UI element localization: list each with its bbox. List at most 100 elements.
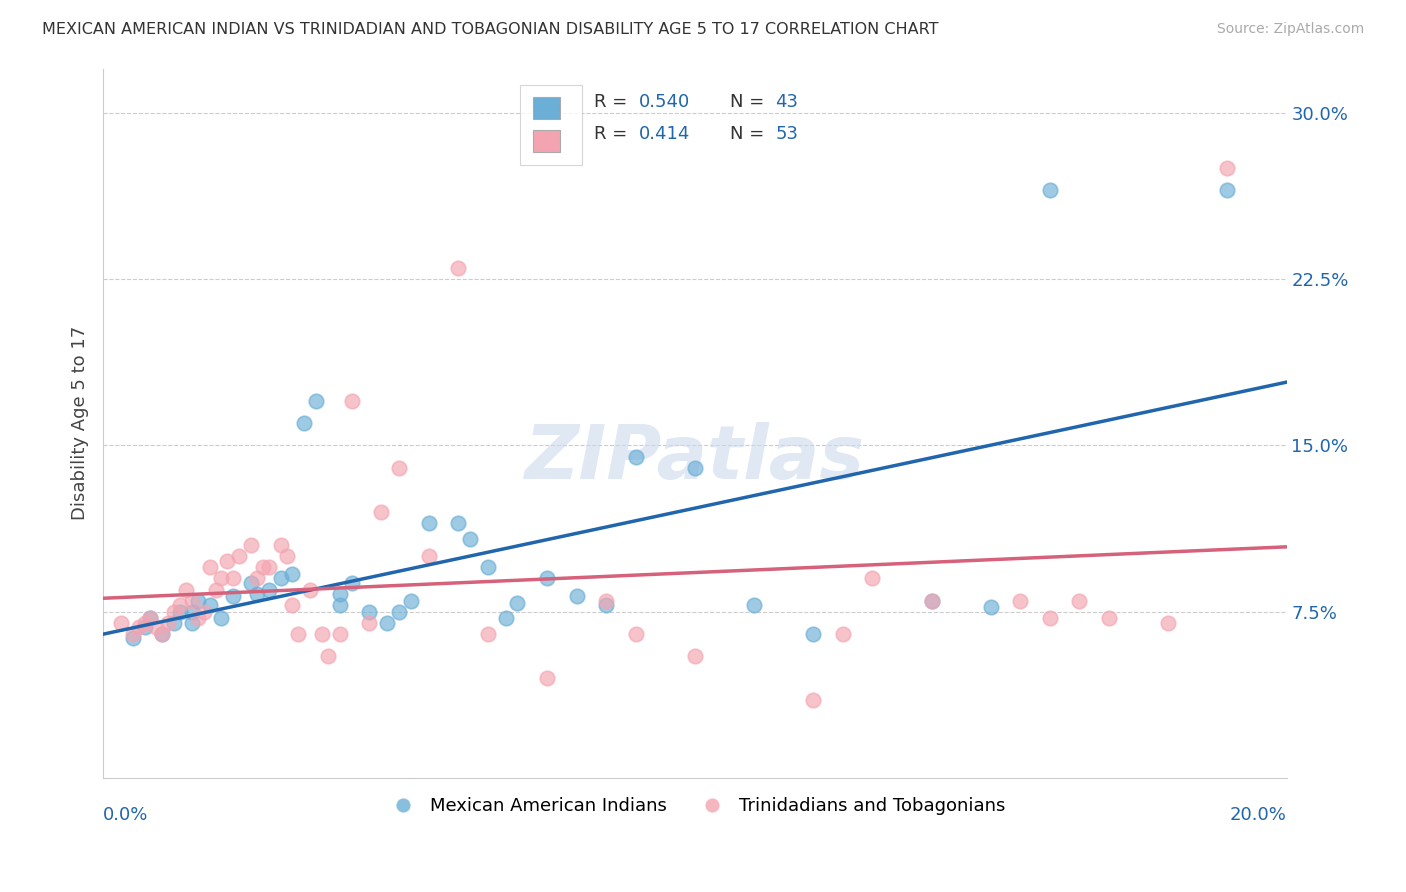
Point	[174, 582, 197, 597]
Point	[287, 627, 309, 641]
Point	[257, 582, 280, 597]
Point	[370, 505, 392, 519]
Point	[1157, 615, 1180, 630]
Point	[134, 620, 156, 634]
Point	[180, 615, 202, 630]
Point	[316, 648, 339, 663]
Point	[447, 261, 470, 276]
Point	[222, 572, 245, 586]
Point	[246, 572, 269, 586]
Text: ZIPatlas: ZIPatlas	[524, 422, 865, 495]
Point	[169, 598, 191, 612]
Point	[211, 611, 233, 625]
Point	[399, 593, 422, 607]
Point	[329, 598, 352, 612]
Text: R =: R =	[595, 125, 633, 144]
Point	[375, 615, 398, 630]
Point	[257, 560, 280, 574]
Point	[163, 615, 186, 630]
Point	[110, 615, 132, 630]
Point	[299, 582, 322, 597]
Point	[204, 582, 226, 597]
Point	[134, 615, 156, 630]
Point	[329, 627, 352, 641]
Point	[145, 620, 167, 634]
Point	[270, 572, 292, 586]
Text: 0.540: 0.540	[640, 94, 690, 112]
Text: 53: 53	[775, 125, 799, 144]
Point	[169, 605, 191, 619]
Point	[311, 627, 333, 641]
Point	[921, 593, 943, 607]
Point	[595, 593, 617, 607]
Point	[292, 417, 315, 431]
Point	[246, 587, 269, 601]
Point	[1098, 611, 1121, 625]
Text: 20.0%: 20.0%	[1230, 806, 1286, 824]
Point	[281, 598, 304, 612]
Point	[198, 598, 221, 612]
Text: Source: ZipAtlas.com: Source: ZipAtlas.com	[1216, 22, 1364, 37]
Text: N =: N =	[730, 125, 770, 144]
Point	[187, 611, 209, 625]
Point	[506, 596, 529, 610]
Point	[228, 549, 250, 564]
Point	[252, 560, 274, 574]
Point	[150, 627, 173, 641]
Point	[447, 516, 470, 530]
Point	[1010, 593, 1032, 607]
Point	[281, 567, 304, 582]
Text: 0.0%: 0.0%	[103, 806, 149, 824]
Point	[329, 587, 352, 601]
Point	[1216, 161, 1239, 176]
Text: 43: 43	[775, 94, 799, 112]
Y-axis label: Disability Age 5 to 17: Disability Age 5 to 17	[72, 326, 89, 520]
Point	[1069, 593, 1091, 607]
Point	[458, 532, 481, 546]
Point	[801, 627, 824, 641]
Point	[217, 554, 239, 568]
Point	[1039, 611, 1062, 625]
Point	[1039, 184, 1062, 198]
Point	[240, 575, 263, 590]
Point	[418, 516, 440, 530]
Point	[187, 593, 209, 607]
Point	[860, 572, 883, 586]
Point	[742, 598, 765, 612]
Text: 0.414: 0.414	[640, 125, 690, 144]
Point	[1216, 184, 1239, 198]
Point	[801, 693, 824, 707]
Point	[198, 560, 221, 574]
Point	[683, 460, 706, 475]
Point	[921, 593, 943, 607]
Text: MEXICAN AMERICAN INDIAN VS TRINIDADIAN AND TOBAGONIAN DISABILITY AGE 5 TO 17 COR: MEXICAN AMERICAN INDIAN VS TRINIDADIAN A…	[42, 22, 939, 37]
Point	[180, 593, 202, 607]
Point	[388, 460, 411, 475]
Point	[211, 572, 233, 586]
Text: R =: R =	[595, 94, 633, 112]
Point	[536, 671, 558, 685]
Point	[121, 627, 143, 641]
Point	[980, 600, 1002, 615]
Point	[222, 589, 245, 603]
Point	[128, 620, 150, 634]
Text: N =: N =	[730, 94, 770, 112]
Point	[157, 615, 180, 630]
Point	[388, 605, 411, 619]
Point	[305, 394, 328, 409]
Point	[477, 627, 499, 641]
Legend: Mexican American Indians, Trinidadians and Tobagonians: Mexican American Indians, Trinidadians a…	[377, 789, 1012, 822]
Point	[121, 632, 143, 646]
Point	[624, 627, 647, 641]
Point	[595, 598, 617, 612]
Point	[536, 572, 558, 586]
Point	[340, 575, 363, 590]
Point	[359, 605, 381, 619]
Point	[270, 538, 292, 552]
Point	[139, 611, 162, 625]
Point	[624, 450, 647, 464]
Point	[683, 648, 706, 663]
Point	[276, 549, 298, 564]
Point	[193, 605, 215, 619]
Point	[477, 560, 499, 574]
